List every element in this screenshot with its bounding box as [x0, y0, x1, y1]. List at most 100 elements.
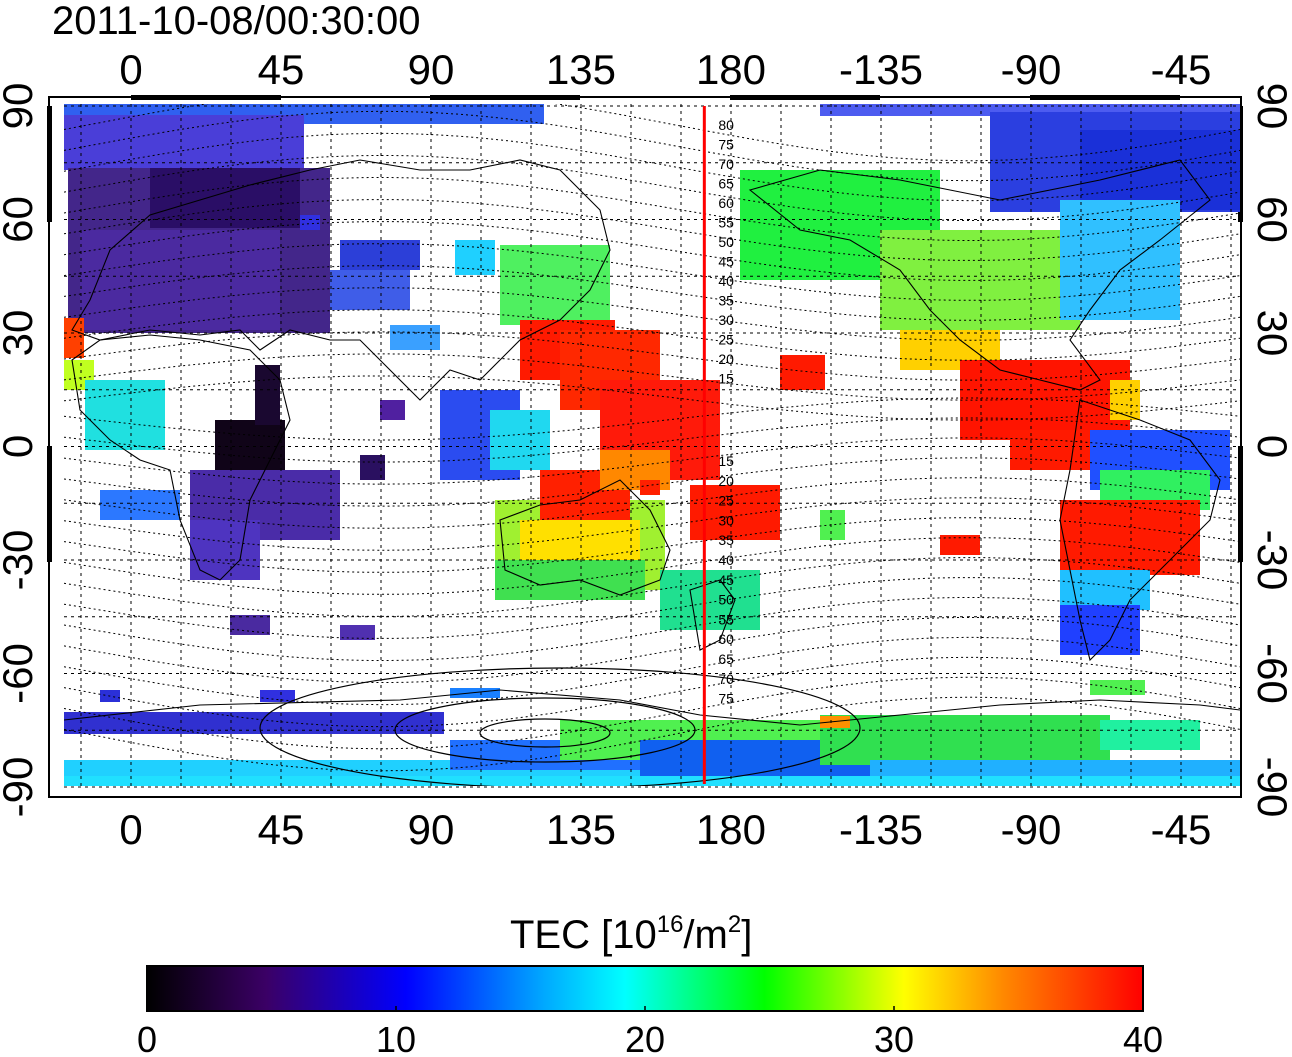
dip-label: 55 [718, 611, 734, 627]
coastline [499, 479, 671, 596]
lon-tick-label: 180 [696, 806, 766, 853]
dip-label: 50 [718, 592, 734, 608]
coastline [748, 159, 1211, 391]
coastlines [64, 159, 1240, 726]
lat-tick-label: -60 [1249, 643, 1292, 704]
lat-tick-label: -90 [1249, 757, 1292, 818]
lon-tick-label: 90 [408, 46, 455, 93]
lon-tick-label: -135 [839, 46, 923, 93]
dip-pole-ring [259, 667, 861, 786]
lat-tick-label: 90 [1249, 83, 1292, 130]
tec-data-layer [64, 104, 1240, 786]
lat-tick-label: -30 [0, 530, 41, 591]
colorbar-tick-label: 20 [625, 1019, 665, 1057]
tec-patch-nz [660, 570, 760, 630]
lon-ticks-bottom: 0 45 90 135 180 -135 -90 -45 [119, 806, 1211, 853]
dip-contour [64, 477, 1240, 529]
dip-label: 35 [718, 293, 734, 309]
coastline [71, 159, 611, 401]
tec-patch-antarctica [64, 712, 444, 734]
dip-label: 75 [718, 691, 734, 707]
colorbar-tick-label: 10 [376, 1019, 416, 1057]
tec-patch-central-america [960, 360, 1130, 440]
dip-label: 20 [718, 351, 734, 367]
dip-label: 20 [718, 473, 734, 489]
lon-tick-label: 0 [119, 806, 142, 853]
dip-contour [64, 221, 1240, 281]
coastline [689, 579, 736, 651]
colorbar-ticks: 0 10 20 30 40 [137, 1006, 1163, 1057]
dip-contour [64, 397, 1240, 441]
dip-contour [64, 287, 1240, 341]
timestamp-title: 2011-10-08/00:30:00 [52, 0, 420, 43]
dip-contour [64, 309, 1240, 361]
dip-contour [64, 517, 1240, 573]
coastline [64, 689, 1240, 726]
lon-tick-label: -90 [1001, 46, 1062, 93]
coastline [1059, 399, 1221, 662]
dip-contour [64, 437, 1240, 485]
dip-label: 15 [718, 453, 734, 469]
dip-contour [64, 331, 1240, 381]
colorbar [146, 965, 1144, 1012]
dip-contour [64, 457, 1240, 507]
dip-label: 25 [718, 332, 734, 348]
dip-contour [64, 577, 1240, 639]
lon-tick-label: 135 [546, 46, 616, 93]
dip-label: 45 [718, 254, 734, 270]
lon-tick-label: -135 [839, 806, 923, 853]
dip-label: 45 [718, 572, 734, 588]
dip-contour [64, 417, 1240, 463]
lon-tick-label: -90 [1001, 806, 1062, 853]
colorbar-label: TEC [1016/m2] [510, 911, 752, 957]
dip-label: 35 [718, 532, 734, 548]
dip-label: 30 [718, 312, 734, 328]
dip-contour [64, 497, 1240, 551]
lon-tick-label: 90 [408, 806, 455, 853]
lat-tick-label: -30 [1249, 530, 1292, 591]
lat-ticks-left: 90 60 30 0 -30 -60 -90 [0, 83, 41, 818]
lat-tick-label: 30 [0, 310, 41, 357]
lon-tick-label: -45 [1151, 806, 1212, 853]
dip-contour [64, 557, 1240, 617]
dip-contour [64, 177, 1240, 241]
lat-tick-label: 30 [1249, 310, 1292, 357]
dip-contour [64, 265, 1240, 321]
lon-ticks-top: 0 45 90 135 180 -135 -90 -45 [119, 46, 1211, 93]
dip-label: 25 [718, 493, 734, 509]
lon-tick-label: 45 [258, 806, 305, 853]
colorbar-tick-label: 30 [874, 1019, 914, 1057]
lat-tick-label: -60 [0, 643, 41, 704]
map-grid [64, 104, 1240, 788]
dip-pole-ring [394, 697, 696, 763]
dip-label: 80 [718, 117, 734, 133]
lat-tick-label: 60 [0, 196, 41, 243]
coastline [71, 334, 291, 581]
dip-contour [64, 243, 1240, 301]
lat-tick-label: 60 [1249, 196, 1292, 243]
dip-label: 55 [718, 215, 734, 231]
dip-label: 60 [718, 195, 734, 211]
dip-label: 70 [718, 156, 734, 172]
lon-tick-label: 0 [119, 46, 142, 93]
dip-labels: 80 75 70 65 60 55 50 45 40 35 30 25 20 15 15 20 25 30 35 40… [718, 117, 734, 707]
lon-tick-label: 180 [696, 46, 766, 93]
lat-ticks-right: 90 60 30 0 -30 -60 -90 [1249, 83, 1292, 818]
dip-contour [64, 353, 1240, 401]
dip-label: 75 [718, 137, 734, 153]
lat-tick-label: 90 [0, 83, 41, 130]
lat-tick-label: 0 [1249, 435, 1292, 458]
dip-label: 15 [718, 371, 734, 387]
colorbar-tick-label: 0 [137, 1019, 157, 1057]
lon-tick-label: -45 [1151, 46, 1212, 93]
dip-contour [64, 597, 1240, 661]
colorbar-tick-label: 40 [1123, 1019, 1163, 1057]
tec-patch-central-asia [330, 270, 410, 310]
dip-contour [64, 375, 1240, 421]
dip-label: 40 [718, 273, 734, 289]
dip-label: 60 [718, 631, 734, 647]
lon-tick-label: 135 [546, 806, 616, 853]
dip-pole-ring [479, 718, 611, 748]
lat-tick-label: -90 [0, 757, 41, 818]
